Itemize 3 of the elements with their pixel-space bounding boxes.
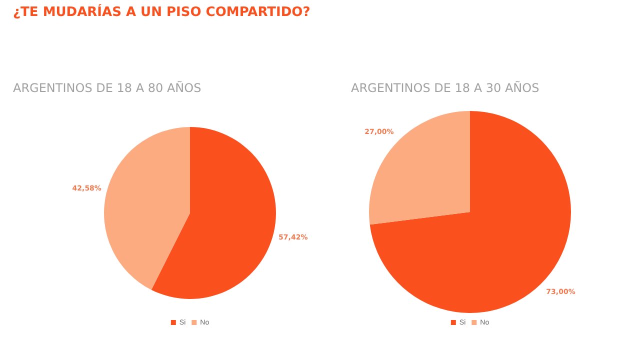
chart-title: ARGENTINOS DE 18 A 30 AÑOS: [351, 81, 540, 95]
chart-title: ¿TE MUDARÍAS A UN PISO COMPARTIDO?: [13, 5, 310, 20]
chart-subtitle: ARGENTINOS DE 18 A 80 AÑOS: [13, 81, 202, 95]
